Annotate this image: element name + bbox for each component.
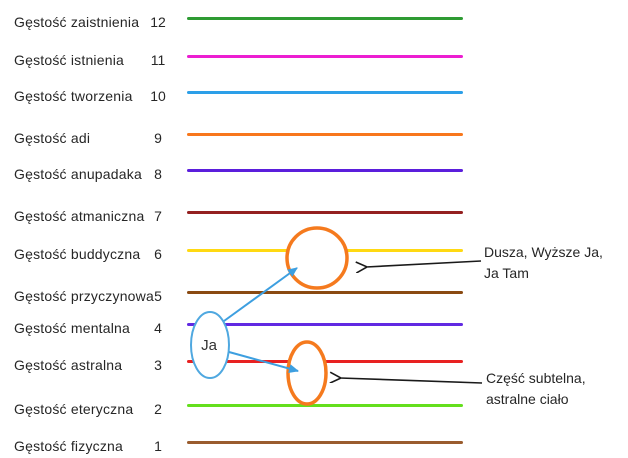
density-label: Gęstość adi bbox=[14, 130, 91, 146]
density-label: Gęstość atmaniczna bbox=[14, 208, 145, 224]
astral-annotation-line1: Część subtelna, bbox=[486, 370, 586, 386]
density-number: 9 bbox=[154, 130, 162, 146]
density-number: 12 bbox=[150, 14, 166, 30]
density-label: Gęstość fizyczna bbox=[14, 438, 124, 454]
density-line bbox=[187, 133, 463, 136]
soul-annotation-line1: Dusza, Wyższe Ja, bbox=[484, 244, 603, 260]
density-label: Gęstość przyczynowa bbox=[14, 288, 154, 304]
density-line bbox=[187, 211, 463, 214]
astral-annotation: Część subtelna, astralne ciało bbox=[486, 368, 586, 410]
density-row-7: Gęstość atmaniczna 7 bbox=[0, 203, 628, 223]
density-number: 2 bbox=[154, 401, 162, 417]
density-row-10: Gęstość tworzenia 10 bbox=[0, 83, 628, 103]
density-number: 8 bbox=[154, 166, 162, 182]
density-label: Gęstość buddyczna bbox=[14, 246, 141, 262]
density-row-11: Gęstość istnienia 11 bbox=[0, 47, 628, 67]
density-label: Gęstość anupadaka bbox=[14, 166, 142, 182]
density-number: 4 bbox=[154, 320, 162, 336]
density-line bbox=[187, 169, 463, 172]
density-label: Gęstość eteryczna bbox=[14, 401, 134, 417]
density-line bbox=[187, 55, 463, 58]
density-label: Gęstość zaistnienia bbox=[14, 14, 140, 30]
density-number: 10 bbox=[150, 88, 166, 104]
density-line bbox=[187, 249, 463, 252]
density-number: 5 bbox=[154, 288, 162, 304]
soul-annotation: Dusza, Wyższe Ja, Ja Tam bbox=[484, 242, 603, 284]
density-line bbox=[187, 323, 463, 326]
density-line bbox=[187, 291, 463, 294]
density-number: 7 bbox=[154, 208, 162, 224]
density-label: Gęstość astralna bbox=[14, 357, 123, 373]
density-line bbox=[187, 404, 463, 407]
soul-annotation-arrow bbox=[366, 260, 482, 267]
density-row-1: Gęstość fizyczna 1 bbox=[0, 433, 628, 453]
soul-annotation-line2: Ja Tam bbox=[484, 265, 529, 281]
density-row-12: Gęstość zaistnienia 12 bbox=[0, 9, 628, 29]
density-line bbox=[187, 91, 463, 94]
density-row-5: Gęstość przyczynowa 5 bbox=[0, 283, 628, 303]
density-line bbox=[187, 360, 463, 363]
density-line bbox=[187, 441, 463, 444]
density-row-4: Gęstość mentalna 4 bbox=[0, 315, 628, 335]
astral-annotation-arrow bbox=[340, 378, 483, 384]
density-row-9: Gęstość adi 9 bbox=[0, 125, 628, 145]
density-number: 1 bbox=[154, 438, 162, 454]
density-label: Gęstość mentalna bbox=[14, 320, 131, 336]
density-label: Gęstość istnienia bbox=[14, 52, 125, 68]
density-number: 11 bbox=[150, 52, 166, 68]
density-label: Gęstość tworzenia bbox=[14, 88, 133, 104]
density-number: 3 bbox=[154, 357, 162, 373]
astral-annotation-line2: astralne ciało bbox=[486, 391, 569, 407]
density-number: 6 bbox=[154, 246, 162, 262]
density-row-8: Gęstość anupadaka 8 bbox=[0, 161, 628, 181]
density-line bbox=[187, 17, 463, 20]
